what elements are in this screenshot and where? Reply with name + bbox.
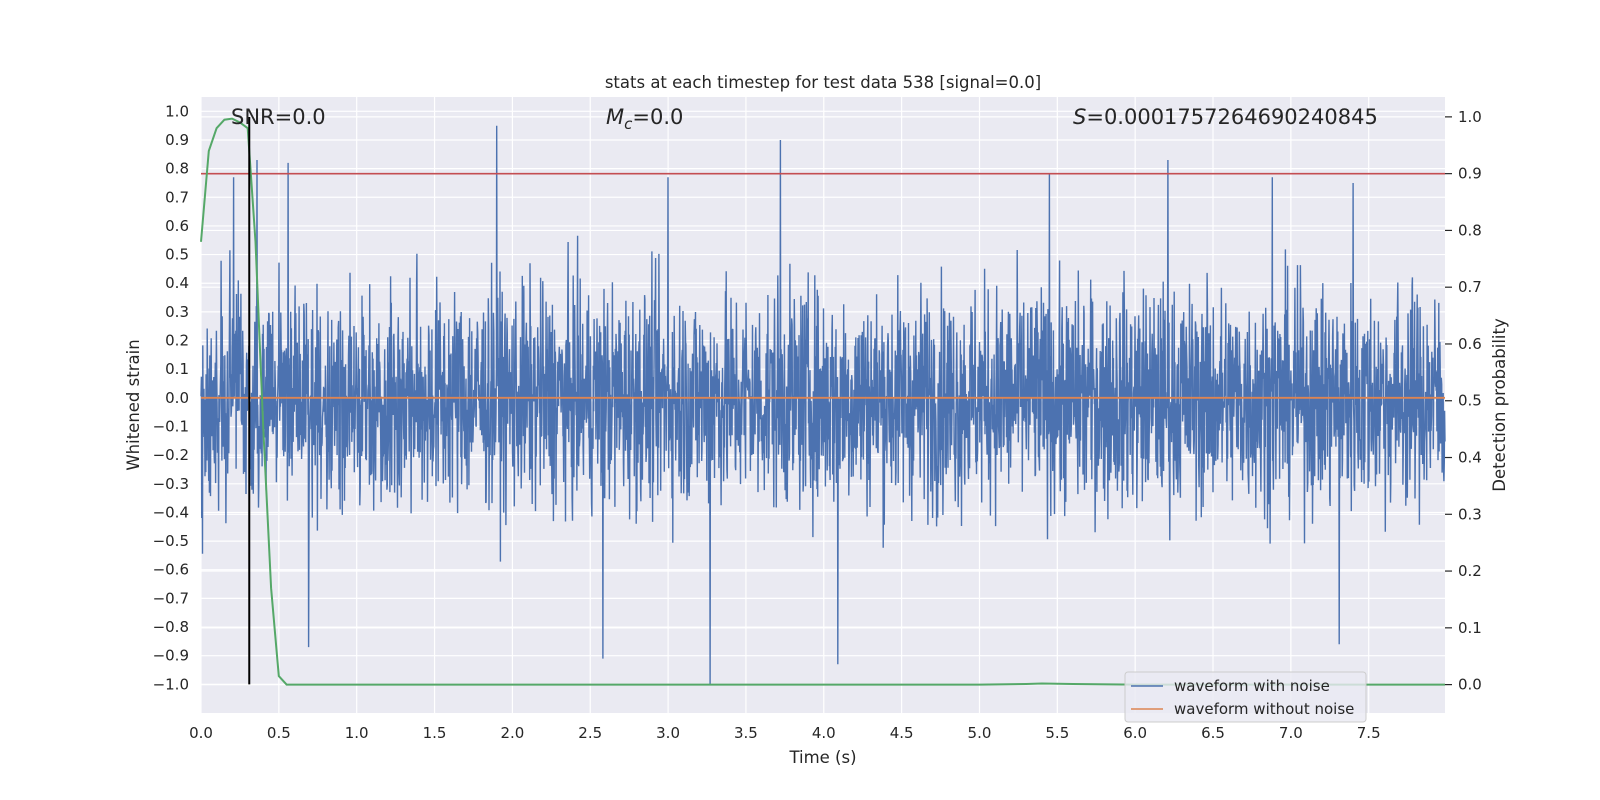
y-left-tick-label: −0.2 [153,446,189,464]
y-left-tick-label: 0.1 [165,360,189,378]
mc-symbol: M [606,105,624,129]
y-right-tick-label: 0.8 [1458,221,1482,239]
y-left-tick-label: 0.3 [165,303,189,321]
y-left-tick-label: −0.6 [153,561,189,579]
y-right-axis-ticks: 1.0 0.9 0.8 0.7 0.6 0.5 0.4 0.3 0.2 0.1 0.0 [1445,108,1482,694]
y-left-tick-label: −0.3 [153,475,189,493]
legend: waveform with noise waveform without noi… [1124,671,1367,723]
x-tick-label: 1.5 [423,724,447,742]
y-left-tick-label: 0.4 [165,274,189,292]
legend-label-waveform-with-noise: waveform with noise [1174,677,1330,695]
y-left-tick-label: 0.6 [165,217,189,235]
x-tick-label: 7.0 [1279,724,1303,742]
y-right-tick-label: 1.0 [1458,108,1482,126]
y-right-tick-label: 0.1 [1458,619,1482,637]
x-tick-label: 0.5 [267,724,291,742]
y-left-axis-label: Whitened strain [124,339,143,470]
x-tick-label: 6.5 [1201,724,1225,742]
y-left-tick-label: −0.5 [153,532,189,550]
y-left-tick-label: −0.4 [153,503,189,521]
series-waveform-with-noise [200,125,1446,685]
y-left-tick-label: 0.7 [165,188,189,206]
y-right-tick-label: 0.9 [1458,165,1482,183]
legend-box [1124,671,1367,723]
x-tick-label: 2.5 [578,724,602,742]
y-left-tick-label: 0.5 [165,246,189,264]
y-right-tick-label: 0.3 [1458,505,1482,523]
s-value: =0.0001757264690240845 [1086,105,1378,129]
x-axis-label: Time (s) [788,748,856,767]
y-left-axis-ticks: 1.0 0.9 0.8 0.7 0.6 0.5 0.4 0.3 0.2 0.1 0.0 −0.1 −0.… [153,102,189,693]
chart-title: stats at each timestep for test data 538… [605,73,1041,92]
snr-annotation: SNR=0.0 [231,105,326,129]
y-right-tick-label: 0.0 [1458,676,1482,694]
x-tick-label: 7.5 [1357,724,1381,742]
x-tick-label: 0.0 [189,724,213,742]
y-left-tick-label: 1.0 [165,102,189,120]
waveform-with-noise-line [200,125,1446,685]
x-tick-label: 5.0 [968,724,992,742]
legend-label-waveform-without-noise: waveform without noise [1174,700,1354,718]
x-tick-label: 4.0 [812,724,836,742]
y-left-tick-label: 0.2 [165,332,189,350]
y-left-tick-label: −0.1 [153,417,189,435]
y-right-tick-label: 0.4 [1458,449,1482,467]
x-tick-label: 5.5 [1045,724,1069,742]
x-axis-ticks: 0.0 0.5 1.0 1.5 2.0 2.5 3.0 3.5 4.0 4.5 5.0 5.5 6.0 6… [189,724,1381,742]
y-left-tick-label: 0.8 [165,160,189,178]
chirp-mass-annotation: Mc=0.0 [606,105,683,133]
x-tick-label: 3.5 [734,724,758,742]
x-tick-label: 1.0 [345,724,369,742]
y-right-tick-label: 0.5 [1458,392,1482,410]
x-tick-label: 6.0 [1123,724,1147,742]
y-right-tick-label: 0.6 [1458,335,1482,353]
y-left-tick-label: −0.9 [153,647,189,665]
x-tick-label: 3.0 [656,724,680,742]
y-left-tick-label: −0.8 [153,618,189,636]
y-left-tick-label: 0.0 [165,389,189,407]
x-tick-label: 4.5 [890,724,914,742]
y-right-tick-label: 0.7 [1458,278,1482,296]
mc-subscript: c [624,115,633,133]
y-left-tick-label: 0.9 [165,131,189,149]
y-left-tick-label: −1.0 [153,675,189,693]
x-tick-label: 2.0 [500,724,524,742]
y-left-tick-label: −0.7 [153,589,189,607]
s-symbol: S [1073,105,1086,129]
score-annotation: S=0.0001757264690240845 [1073,105,1378,129]
series-detection-probability [200,117,1445,686]
y-right-tick-label: 0.2 [1458,562,1482,580]
detection-probability-line [200,117,1445,686]
mc-value: =0.0 [632,105,683,129]
y-right-axis-label: Detection probability [1490,318,1509,492]
